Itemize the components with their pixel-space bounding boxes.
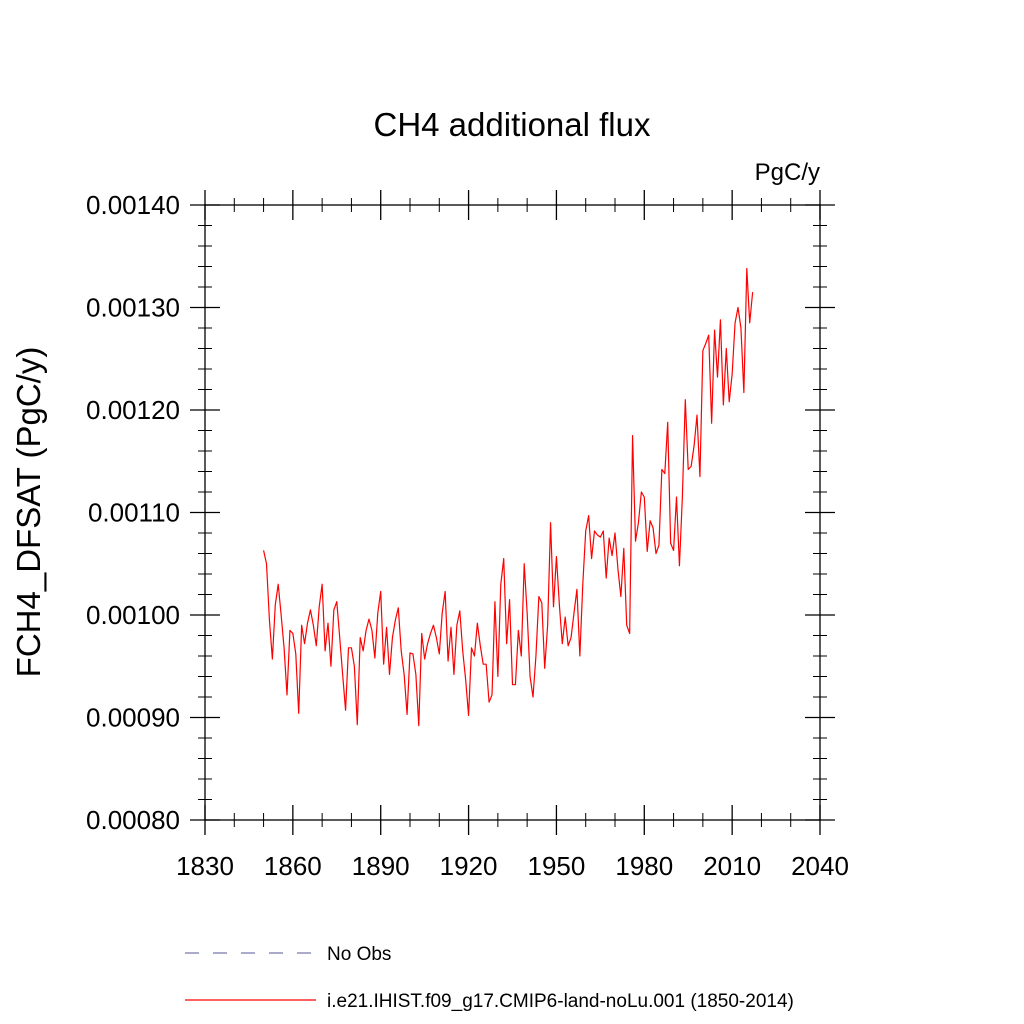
units-label: PgC/y: [755, 159, 820, 186]
x-tick-label: 2010: [703, 851, 761, 881]
chart-title: CH4 additional flux: [374, 106, 651, 143]
axis-tick-labels: 1830 1860 1890 1920 1950 1980 2010 2040 0.00080 0…: [86, 190, 849, 881]
y-axis-label: FCH4_DFSAT (PgC/y): [10, 347, 47, 678]
x-tick-label: 1890: [352, 851, 410, 881]
x-tick-label: 1830: [176, 851, 234, 881]
x-tick-label: 1950: [528, 851, 586, 881]
y-tick-label: 0.00090: [86, 703, 180, 733]
series-line-0: [262, 267, 754, 727]
legend-label-no-obs: No Obs: [327, 944, 391, 965]
legend-label-model: i.e21.IHIST.f09_g17.CMIP6-land-noLu.001 …: [327, 991, 794, 1012]
legend: No Obs i.e21.IHIST.f09_g17.CMIP6-land-no…: [185, 944, 794, 1012]
x-tick-label: 1860: [264, 851, 322, 881]
plot-frame: [204, 204, 821, 821]
y-tick-label: 0.00120: [86, 395, 180, 425]
y-tick-label: 0.00080: [86, 805, 180, 835]
series-layer: [262, 267, 754, 727]
y-tick-label: 0.00100: [86, 600, 180, 630]
x-tick-label: 1920: [440, 851, 498, 881]
y-tick-label: 0.00140: [86, 190, 180, 220]
axis-ticks: [190, 190, 835, 835]
y-tick-label: 0.00130: [86, 293, 180, 323]
x-tick-label: 1980: [615, 851, 673, 881]
y-tick-label: 0.00110: [88, 498, 180, 528]
x-tick-label: 2040: [791, 851, 849, 881]
